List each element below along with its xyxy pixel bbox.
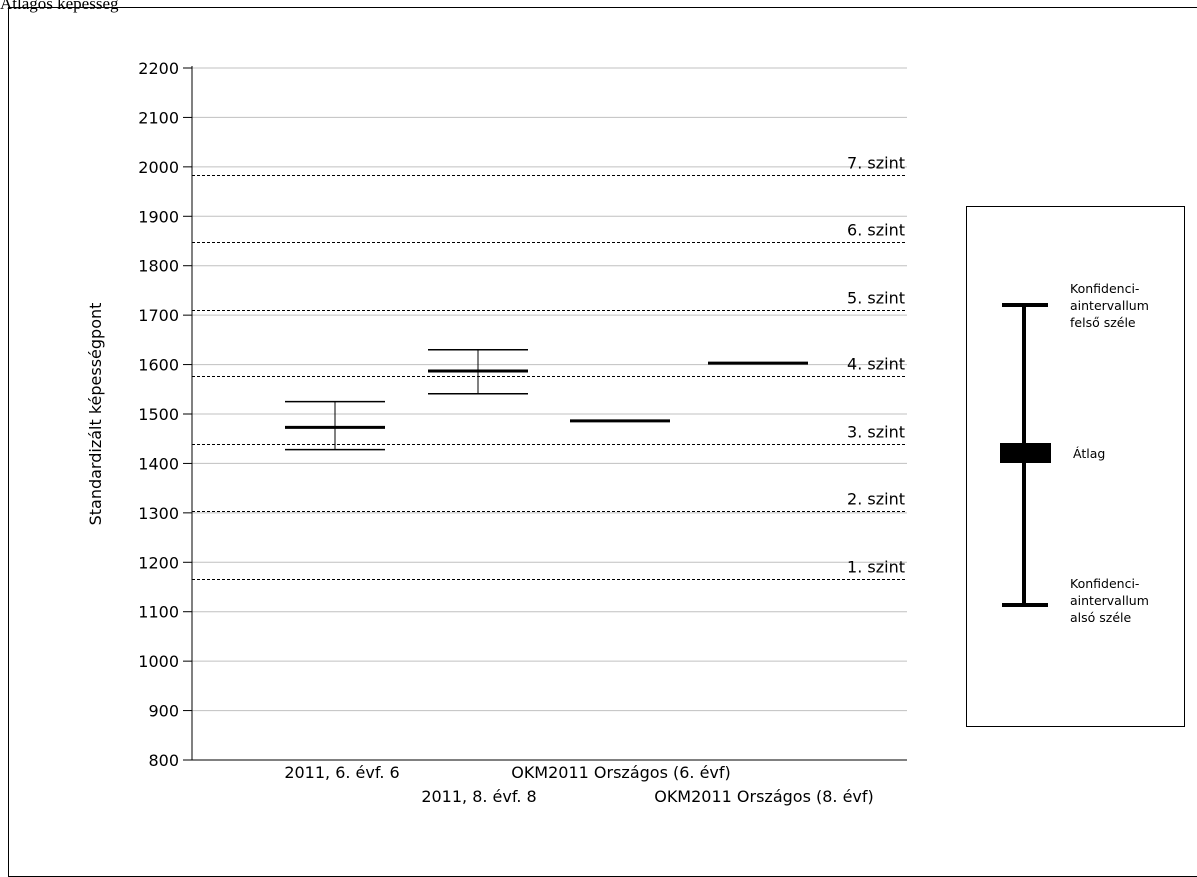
- y-tick-label: 1000: [138, 652, 179, 671]
- y-tick-label: 1400: [138, 454, 179, 473]
- level-label: 2. szint: [847, 490, 905, 509]
- chart-title: Átlagos képesség: [0, 0, 119, 13]
- x-tick-label: OKM2011 Országos (8. évf): [654, 787, 874, 806]
- legend-lower-label: Konfidenci- aintervallum alsó széle: [1070, 576, 1149, 625]
- level-label: 7. szint: [847, 154, 905, 173]
- legend-upper-label: Konfidenci- aintervallum felső széle: [1070, 281, 1149, 330]
- y-tick-label: 800: [148, 751, 179, 770]
- legend: Konfidenci- aintervallum felső széle Átl…: [966, 206, 1185, 727]
- y-axis-label: Standardizált képességpont: [86, 303, 105, 526]
- x-tick-label: 2011, 6. évf. 6: [284, 763, 399, 782]
- y-tick-label: 1900: [138, 207, 179, 226]
- x-tick-label: OKM2011 Országos (6. évf): [511, 763, 731, 782]
- y-tick-label: 1700: [138, 306, 179, 325]
- y-tick-label: 1800: [138, 257, 179, 276]
- y-tick-label: 2000: [138, 158, 179, 177]
- y-tick-label: 2200: [138, 59, 179, 78]
- x-tick-label: 2011, 8. évf. 8: [421, 787, 536, 806]
- level-label: 3. szint: [847, 423, 905, 442]
- level-label: 5. szint: [847, 289, 905, 308]
- y-tick-label: 1100: [138, 603, 179, 622]
- y-tick-label: 1300: [138, 504, 179, 523]
- legend-mean-label: Átlag: [1073, 446, 1106, 461]
- y-tick-label: 1200: [138, 553, 179, 572]
- y-tick-label: 900: [148, 702, 179, 721]
- level-label: 4. szint: [847, 355, 905, 374]
- level-label: 6. szint: [847, 221, 905, 240]
- legend-mean-box: [1000, 443, 1051, 463]
- y-tick-label: 2100: [138, 108, 179, 127]
- y-tick-label: 1500: [138, 405, 179, 424]
- level-label: 1. szint: [847, 558, 905, 577]
- legend-glyph: [1000, 303, 1051, 607]
- y-tick-label: 1600: [138, 356, 179, 375]
